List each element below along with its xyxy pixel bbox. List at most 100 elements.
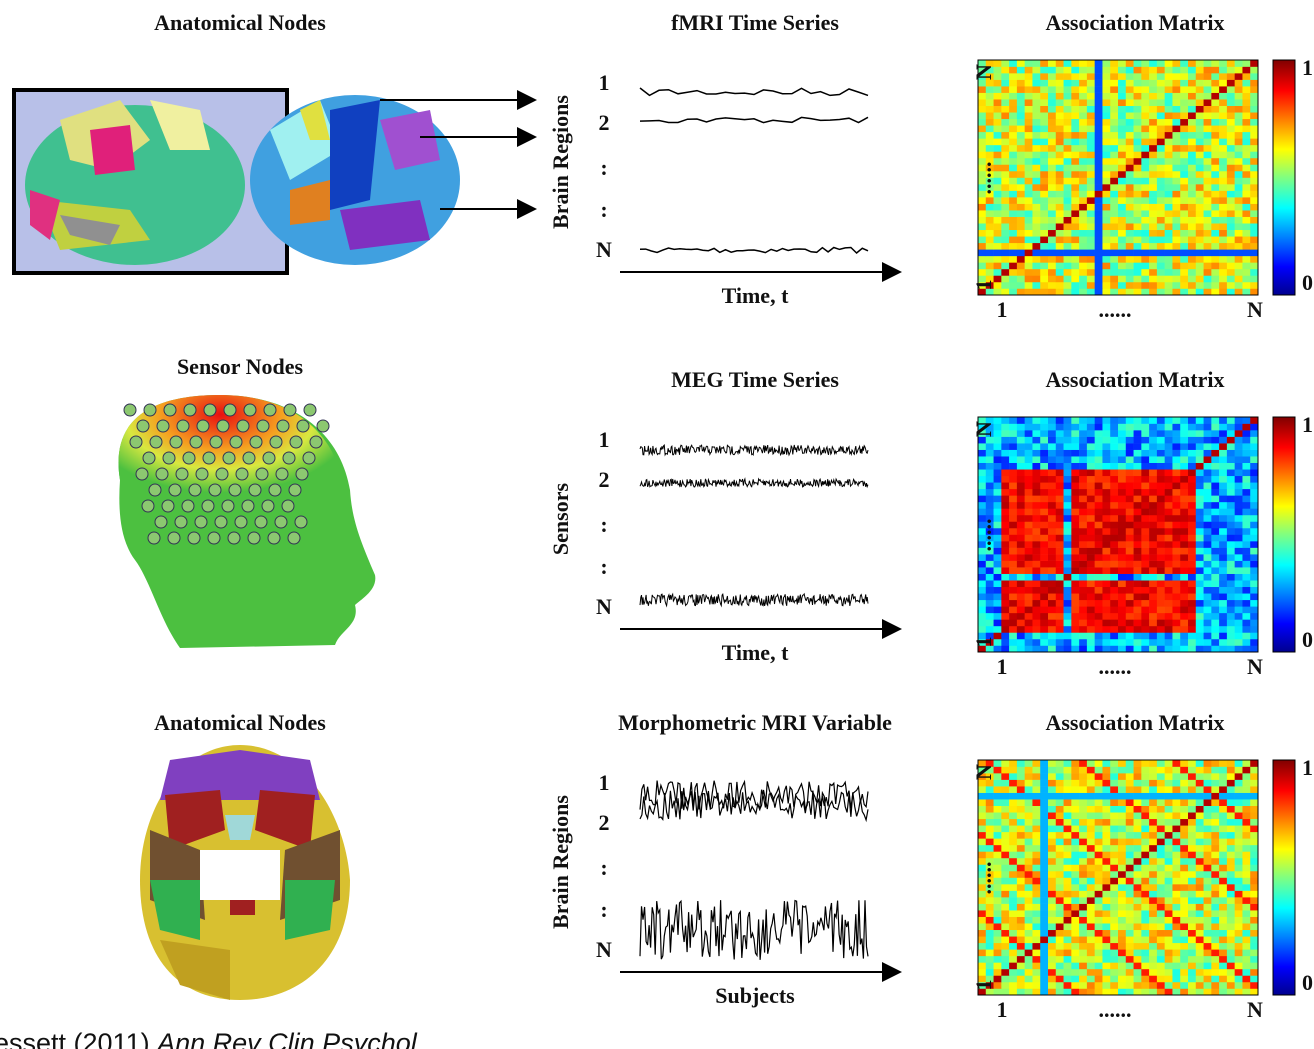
matrix-cell [978,619,986,626]
matrix-cell [994,799,1002,806]
matrix-cell [1165,600,1173,607]
matrix-cell [1242,949,1250,956]
matrix-cell [1134,832,1142,839]
matrix-cell [1157,204,1165,211]
matrix-cell [1048,125,1056,132]
matrix-cell [994,619,1002,626]
matrix-cell [1157,230,1165,237]
matrix-cell [1032,86,1040,93]
matrix-cell [1032,145,1040,152]
matrix-cell [1141,151,1149,158]
matrix-cell [1071,988,1079,995]
matrix-cell [1149,158,1157,165]
matrix-cell [1157,780,1165,787]
matrix-cell [1110,619,1118,626]
matrix-cell [1064,639,1072,646]
matrix-cell [1087,437,1095,444]
matrix-cell [1196,476,1204,483]
matrix-cell [1056,943,1064,950]
matrix-cell [1110,845,1118,852]
matrix-cell [1149,164,1157,171]
matrix-cell [1219,851,1227,858]
matrix-cell [1242,535,1250,542]
matrix-cell [1032,223,1040,230]
matrix-cell [1211,243,1219,250]
matrix-cell [1087,217,1095,224]
matrix-cell [1126,936,1134,943]
matrix-cell [1242,495,1250,502]
matrix-cell [986,832,994,839]
matrix-cell [1227,515,1235,522]
matrix-cell [1064,838,1072,845]
matrix-cell [1196,600,1204,607]
matrix-cell [1102,521,1110,528]
matrix-cell [1219,819,1227,826]
matrix-cell [994,930,1002,937]
matrix-cell [1064,502,1072,509]
matrix-cell [1211,210,1219,217]
matrix-cell [1071,217,1079,224]
matrix-cell [1165,593,1173,600]
matrix-cell [1196,878,1204,885]
matrix-cell [1196,593,1204,600]
matrix-cell [1001,515,1009,522]
matrix-cell [1017,988,1025,995]
row-label: 2 [599,467,610,492]
matrix-cell [1048,515,1056,522]
matrix-cell [1087,476,1095,483]
matrix-cell [1196,184,1204,191]
matrix-cell [1165,230,1173,237]
matrix-cell [1079,799,1087,806]
matrix-cell [1079,528,1087,535]
matrix-cell [1040,119,1048,126]
matrix-cell [1048,171,1056,178]
matrix-cell [1032,184,1040,191]
matrix-cell [1056,773,1064,780]
matrix-cell [1157,164,1165,171]
matrix-cell [1149,626,1157,633]
matrix-cell [986,463,994,470]
matrix-cell [1025,151,1033,158]
matrix-cell [1157,645,1165,652]
matrix-cell [1219,613,1227,620]
matrix-cell [1095,60,1103,67]
matrix-cell [978,626,986,633]
matrix-cell [1079,99,1087,106]
matrix-cell [1056,851,1064,858]
matrix-cell [978,489,986,496]
matrix-cell [1102,528,1110,535]
matrix-cell [1087,443,1095,450]
matrix-cell [1250,430,1258,437]
row-label: 1 [599,427,610,452]
matrix-cell [1118,469,1126,476]
matrix-cell [1188,613,1196,620]
matrix-cell [1235,204,1243,211]
matrix-cell [1095,204,1103,211]
matrix-cell [1250,217,1258,224]
matrix-cell [1095,988,1103,995]
matrix-cell [1196,482,1204,489]
matrix-cell [978,825,986,832]
matrix-y-label: N [971,64,996,80]
matrix-cell [1149,632,1157,639]
matrix-cell [1165,249,1173,256]
matrix-cell [1235,891,1243,898]
matrix-cell [1242,80,1250,87]
matrix-cell [994,910,1002,917]
matrix-cell [978,456,986,463]
matrix-cell [1149,256,1157,263]
matrix-cell [1110,217,1118,224]
matrix-cell [1219,456,1227,463]
matrix-cell [1250,587,1258,594]
matrix-cell [1009,476,1017,483]
matrix-cell [1219,884,1227,891]
matrix-cell [1235,106,1243,113]
matrix-cell [1235,119,1243,126]
matrix-cell [1141,450,1149,457]
matrix-cell [1017,489,1025,496]
matrix-cell [1001,910,1009,917]
matrix-cell [1079,613,1087,620]
matrix-cell [1165,223,1173,230]
matrix-cell [1250,767,1258,774]
matrix-cell [1157,502,1165,509]
